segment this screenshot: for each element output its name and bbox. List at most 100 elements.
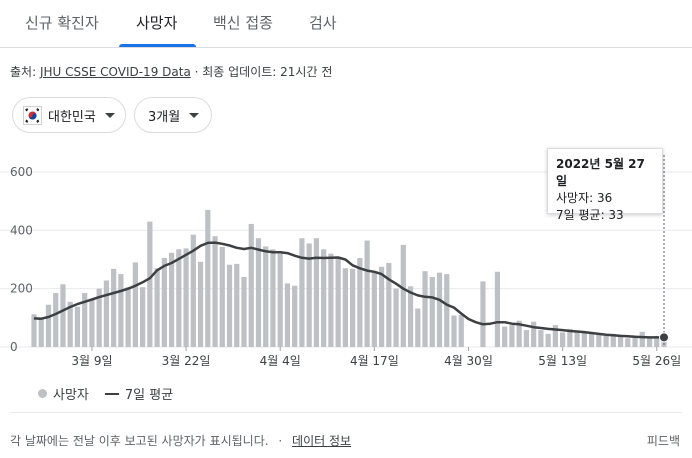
bar[interactable]: [625, 338, 631, 347]
bar[interactable]: [523, 330, 530, 347]
bar[interactable]: [321, 249, 327, 347]
bar[interactable]: [306, 243, 312, 347]
bar[interactable]: [45, 304, 52, 347]
bar[interactable]: [313, 238, 320, 347]
bar[interactable]: [205, 209, 211, 347]
bar[interactable]: [646, 337, 653, 347]
bar[interactable]: [60, 284, 66, 347]
bar[interactable]: [248, 223, 254, 347]
bar[interactable]: [234, 263, 240, 347]
bar[interactable]: [415, 308, 421, 348]
bar[interactable]: [444, 274, 450, 347]
bar[interactable]: [226, 264, 233, 347]
tab-tests[interactable]: 검사: [309, 14, 337, 32]
bar[interactable]: [531, 321, 537, 347]
bar[interactable]: [342, 268, 348, 347]
bar[interactable]: [270, 249, 276, 347]
last-updated: · 최종 업데이트: 21시간 전: [190, 65, 333, 79]
tab-deaths[interactable]: 사망자: [136, 14, 178, 32]
bar[interactable]: [277, 253, 283, 347]
bar[interactable]: [96, 288, 102, 347]
bar[interactable]: [168, 252, 175, 347]
bar[interactable]: [118, 274, 124, 347]
bar[interactable]: [552, 325, 558, 347]
bar[interactable]: [161, 258, 167, 347]
bar[interactable]: [299, 238, 305, 347]
bar[interactable]: [567, 328, 573, 347]
bar[interactable]: [350, 268, 356, 347]
bar[interactable]: [588, 333, 595, 347]
bar[interactable]: [125, 287, 131, 347]
x-tick-label: 3월 9일: [71, 354, 112, 368]
bar[interactable]: [494, 271, 501, 347]
bar[interactable]: [617, 336, 624, 347]
bar[interactable]: [639, 331, 645, 347]
deaths-chart[interactable]: 3월 9일 3월 22일 4월 4일 4월 17일 4월 30일 5월 13일 5월 26일…: [0, 155, 692, 377]
bar[interactable]: [89, 298, 95, 347]
bar[interactable]: [502, 326, 508, 347]
country-selector[interactable]: 대한민국: [12, 97, 126, 133]
bar[interactable]: [393, 288, 399, 347]
bar[interactable]: [147, 221, 153, 347]
bar[interactable]: [335, 258, 341, 347]
bar[interactable]: [422, 271, 428, 347]
bar[interactable]: [292, 285, 298, 347]
bar[interactable]: [436, 272, 443, 347]
legend-bar-swatch: [38, 389, 47, 398]
bar[interactable]: [82, 293, 88, 347]
bar[interactable]: [574, 332, 580, 347]
tab-vaccinations[interactable]: 백신 접종: [213, 14, 273, 32]
bar[interactable]: [197, 261, 204, 347]
bar[interactable]: [371, 272, 377, 347]
bar[interactable]: [560, 332, 566, 347]
bar[interactable]: [132, 262, 138, 347]
bar[interactable]: [103, 280, 110, 348]
bar[interactable]: [509, 325, 515, 347]
bar[interactable]: [284, 283, 291, 347]
bar[interactable]: [364, 240, 370, 347]
bar[interactable]: [458, 314, 464, 347]
bar[interactable]: [176, 249, 182, 347]
divider: [10, 412, 682, 413]
bar[interactable]: [407, 286, 414, 347]
bar[interactable]: [429, 277, 435, 347]
bar[interactable]: [357, 258, 363, 347]
bar[interactable]: [140, 287, 146, 347]
feedback-link[interactable]: 피드백: [646, 434, 680, 448]
bar[interactable]: [38, 317, 44, 347]
bar[interactable]: [74, 306, 81, 347]
bar[interactable]: [545, 333, 551, 347]
bar[interactable]: [190, 234, 196, 347]
bar[interactable]: [111, 268, 117, 347]
bar[interactable]: [516, 320, 522, 347]
data-info-link[interactable]: 데이터 정보: [292, 434, 352, 448]
bar[interactable]: [386, 263, 392, 347]
period-selector[interactable]: 3개월: [134, 97, 212, 133]
bar[interactable]: [212, 236, 218, 347]
bar[interactable]: [632, 336, 638, 347]
bar[interactable]: [67, 301, 73, 347]
bar[interactable]: [610, 333, 616, 347]
bar[interactable]: [603, 335, 609, 347]
bar[interactable]: [183, 248, 189, 347]
source-link[interactable]: JHU CSSE COVID-19 Data: [39, 65, 191, 79]
bar[interactable]: [400, 244, 406, 347]
bar[interactable]: [328, 253, 334, 347]
bar[interactable]: [255, 238, 262, 347]
bar[interactable]: [219, 246, 225, 347]
chart-legend: 사망자 7일 평균: [38, 384, 173, 403]
bar[interactable]: [654, 335, 660, 347]
bar[interactable]: [31, 314, 37, 347]
bar[interactable]: [596, 333, 602, 347]
bar[interactable]: [581, 331, 587, 347]
bar[interactable]: [241, 277, 247, 347]
bar[interactable]: [378, 266, 385, 347]
tab-new-cases[interactable]: 신규 확진자: [25, 14, 99, 32]
bar[interactable]: [538, 330, 544, 347]
bar[interactable]: [263, 246, 269, 347]
bar[interactable]: [451, 315, 457, 348]
bar[interactable]: [53, 293, 59, 347]
bar[interactable]: [480, 281, 486, 347]
source-prefix: 출처:: [10, 65, 40, 79]
bar[interactable]: [154, 268, 160, 347]
